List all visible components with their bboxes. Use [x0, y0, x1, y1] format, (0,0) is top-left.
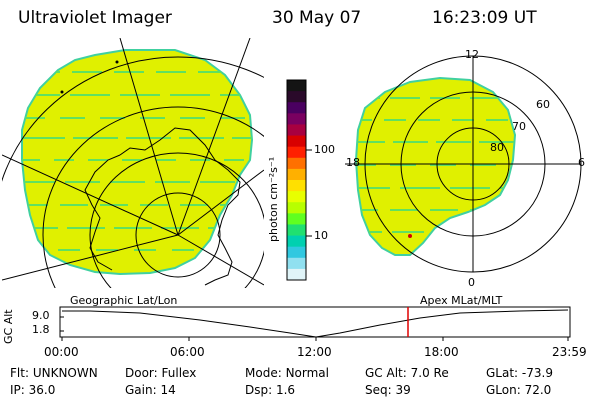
- coastline: [84, 127, 241, 286]
- colorbar-segment: [287, 191, 306, 203]
- colorbar-segment: [287, 135, 306, 148]
- colorbar-tick-100: 100: [314, 143, 335, 156]
- date-label: 30 May 07: [272, 8, 362, 28]
- colorbar-segment: [287, 180, 306, 192]
- colorbar: [287, 80, 306, 281]
- latitude-circles: [2, 56, 264, 288]
- dsp-label: Dsp: 1.6: [245, 383, 296, 397]
- glon-label: GLon: 72.0: [486, 383, 552, 397]
- seq-label: Seq: 39: [365, 383, 411, 397]
- colorbar-unit-label: photon cm⁻²s⁻¹: [267, 156, 280, 242]
- ip-label: IP: 36.0: [10, 383, 56, 397]
- mlt-label-18: 18: [346, 156, 360, 169]
- time-label: 16:23:09 UT: [432, 8, 537, 28]
- time-tick-2: 12:00: [297, 345, 332, 359]
- colorbar-tick-10: 10: [314, 229, 328, 242]
- time-tick-0: 00:00: [44, 345, 79, 359]
- lat-label-70: 70: [512, 120, 526, 133]
- time-tick-3: 18:00: [424, 345, 459, 359]
- colorbar-segment: [287, 124, 306, 137]
- marker-dot: [408, 234, 412, 238]
- geographic-image: [2, 38, 264, 288]
- lat-label-80: 80: [490, 141, 504, 154]
- glat-label: GLat: -73.9: [486, 366, 553, 380]
- door-label: Door: Fullex: [125, 366, 197, 380]
- mlt-label-0: 0: [468, 276, 475, 289]
- colorbar-segment: [287, 224, 306, 237]
- colorbar-segment: [287, 213, 306, 225]
- colorbar-segment: [287, 257, 306, 270]
- colorbar-segment: [287, 246, 306, 259]
- time-tick-1: 06:00: [170, 345, 205, 359]
- mlt-polar-plot: [345, 55, 582, 273]
- meridians: [2, 38, 264, 286]
- colorbar-segment: [287, 157, 306, 170]
- lat-label-60: 60: [536, 98, 550, 111]
- flt-label: Flt: UNKNOWN: [10, 366, 98, 380]
- colorbar-segment: [287, 102, 306, 114]
- colorbar-segment: [287, 268, 306, 281]
- colorbar-segment: [287, 146, 306, 159]
- colorbar-segment: [287, 235, 306, 248]
- strip-ytick-high: 9.0: [32, 309, 50, 322]
- mlt-emission-region: [354, 76, 517, 256]
- mode-label: Mode: Normal: [245, 366, 329, 380]
- apex-title: Apex MLat/MLT: [420, 294, 503, 307]
- scan-stripes: [22, 71, 252, 251]
- gain-label: Gain: 14: [125, 383, 176, 397]
- strip-ylabel: GC Alt: [2, 309, 15, 344]
- instrument-title: Ultraviolet Imager: [18, 8, 172, 28]
- colorbar-segment: [287, 113, 306, 125]
- mlt-label-6: 6: [578, 156, 585, 169]
- strip-ytick-low: 1.8: [32, 323, 50, 336]
- gc-alt-label: GC Alt: 7.0 Re: [365, 366, 449, 380]
- time-tick-4: 23:59: [552, 345, 587, 359]
- colorbar-segment: [287, 202, 306, 214]
- colorbar-segment: [287, 80, 306, 92]
- mlt-label-12: 12: [465, 48, 479, 61]
- colorbar-segment: [287, 168, 306, 181]
- geographic-title: Geographic Lat/Lon: [70, 294, 178, 307]
- colorbar-segment: [287, 91, 306, 103]
- altitude-curve: [62, 309, 569, 338]
